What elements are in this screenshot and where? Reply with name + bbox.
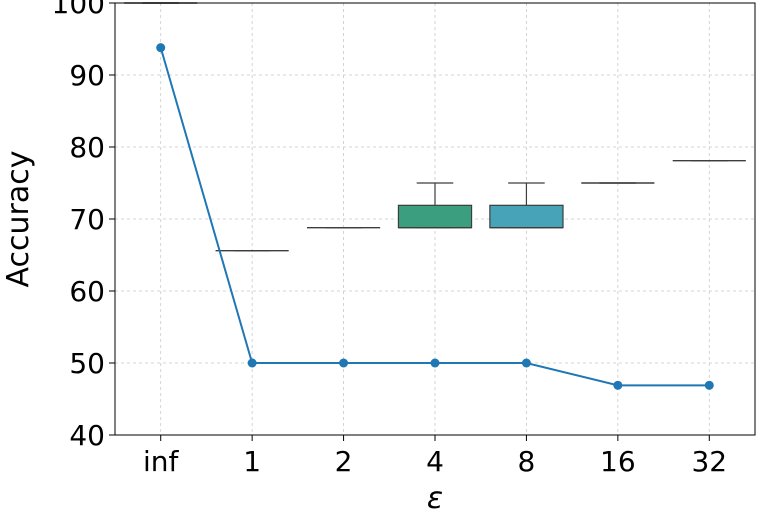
tick-layer: 40 50 60 70 80 90 100 inf 1 2 4 8 16 32 [52, 0, 728, 478]
x-tick-label: 16 [600, 445, 636, 478]
y-tick-label: 60 [69, 275, 105, 308]
y-tick-label: 40 [69, 419, 105, 452]
y-tick-label: 100 [52, 0, 105, 20]
y-tick-label: 50 [69, 347, 105, 380]
x-axis-title: ε [427, 481, 443, 516]
series-point [521, 358, 531, 368]
series-point [613, 380, 623, 390]
series-point [247, 358, 257, 368]
y-axis-title: Accuracy [1, 151, 36, 288]
y-tick-label: 90 [69, 59, 105, 92]
series-point [704, 380, 714, 390]
x-tick-label: 2 [335, 445, 353, 478]
series-point [430, 358, 440, 368]
series-point [156, 43, 166, 53]
box-body [397, 204, 473, 229]
series-point [339, 358, 349, 368]
x-tick-label: 1 [243, 445, 261, 478]
x-tick-label: 4 [426, 445, 444, 478]
x-tick-label: inf [143, 445, 180, 478]
x-tick-label: 8 [518, 445, 536, 478]
box-body [489, 204, 564, 229]
line-layer [156, 43, 714, 390]
y-tick-label: 70 [69, 203, 105, 236]
y-tick-label: 80 [69, 131, 105, 164]
x-tick-label: 32 [691, 445, 727, 478]
